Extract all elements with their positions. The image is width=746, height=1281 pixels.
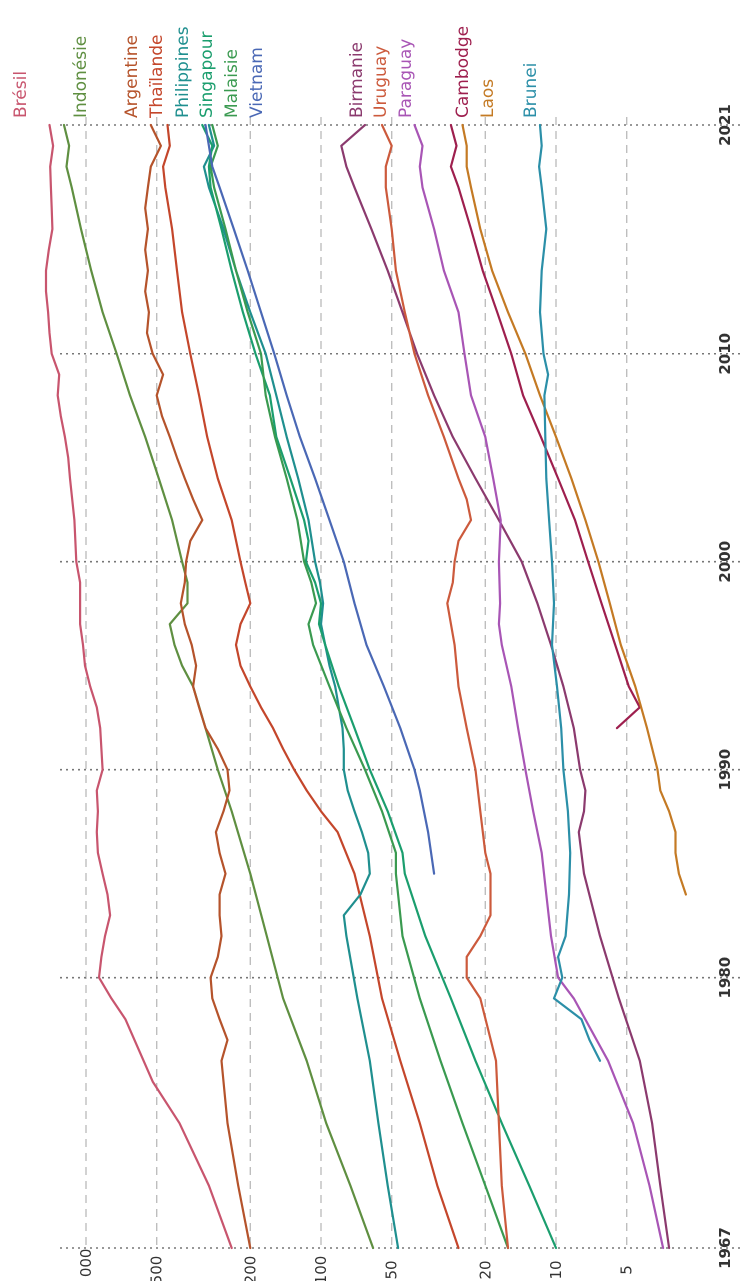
series-line-thaïlande xyxy=(162,123,460,1250)
y-tick-label: 100 xyxy=(312,1256,330,1281)
series-label: Cambodge xyxy=(453,26,473,118)
x-tick-label: 2021 xyxy=(716,104,734,146)
series-label: Thaïlande xyxy=(147,35,167,119)
series-label: Paraguay xyxy=(396,39,416,118)
series-label: Brunei xyxy=(521,63,541,118)
x-tick-label: 1980 xyxy=(716,957,734,999)
y-tick-label: 1 000 xyxy=(77,1249,95,1281)
series-label: Philippines xyxy=(173,26,193,118)
y-tick-label: 500 xyxy=(148,1256,166,1281)
series-label: Laos xyxy=(478,79,498,118)
x-axis-ticks: 1967 1980 1990 2000 2010 2021 xyxy=(716,104,734,1269)
series-line-cambodge xyxy=(449,123,641,730)
series-label: Uruguay xyxy=(371,46,391,118)
series-line-malaisie xyxy=(209,123,510,1250)
series-lines xyxy=(44,123,687,1250)
x-tick-label: 2010 xyxy=(716,333,734,375)
series-line-argentine xyxy=(144,123,252,1250)
series-labels: Brésil Indonésie Argentine Thaïlande Philipp… xyxy=(11,26,541,119)
y-tick-label: 50 xyxy=(383,1260,401,1279)
series-line-brésil xyxy=(44,123,233,1250)
series-line-singapour xyxy=(201,123,558,1250)
series-label: Malaisie xyxy=(222,49,242,118)
y-tick-label: 5 xyxy=(618,1265,636,1275)
grid xyxy=(60,117,740,1249)
series-line-philippines xyxy=(202,123,400,1250)
series-label: Singapour xyxy=(197,32,217,118)
y-tick-label: 10 xyxy=(547,1260,565,1279)
series-line-paraguay xyxy=(413,123,665,1250)
series-line-laos xyxy=(461,123,687,896)
series-label: Vietnam xyxy=(247,47,267,118)
series-line-indonésie xyxy=(62,123,375,1250)
series-line-vietnam xyxy=(204,123,436,875)
series-line-uruguay xyxy=(380,123,510,1250)
y-axis-ticks: 1 000 500 200 100 50 20 10 5 xyxy=(77,1249,636,1281)
y-tick-label: 200 xyxy=(241,1256,259,1281)
x-tick-label: 1990 xyxy=(716,749,734,791)
series-line-birmanie xyxy=(340,123,671,1250)
series-label: Brésil xyxy=(11,71,31,118)
y-tick-label: 20 xyxy=(476,1260,494,1279)
series-label: Birmanie xyxy=(347,42,367,118)
series-label: Argentine xyxy=(122,35,142,118)
x-tick-label: 2000 xyxy=(716,541,734,583)
series-line-brunei xyxy=(538,123,602,1062)
series-label: Indonésie xyxy=(71,36,91,118)
x-tick-label: 1967 xyxy=(716,1227,734,1269)
